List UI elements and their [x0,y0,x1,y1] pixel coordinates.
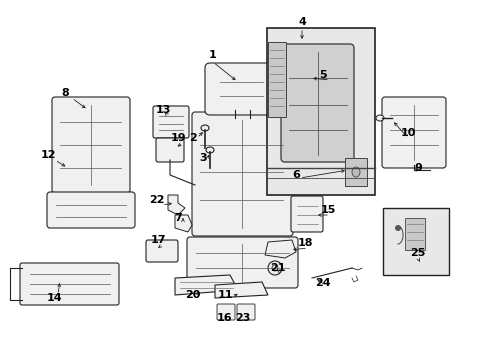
Bar [404,218,424,250]
FancyBboxPatch shape [204,63,274,115]
Text: 12: 12 [40,150,56,160]
Text: 3: 3 [199,153,206,163]
FancyBboxPatch shape [156,138,183,162]
FancyBboxPatch shape [47,192,135,228]
FancyBboxPatch shape [153,106,189,138]
Polygon shape [175,275,238,295]
Bar [267,42,285,117]
FancyBboxPatch shape [146,240,178,262]
Text: 21: 21 [270,263,285,273]
Text: 23: 23 [235,313,250,323]
Polygon shape [168,195,184,215]
Text: 11: 11 [217,290,232,300]
Circle shape [394,225,400,231]
Text: 2: 2 [189,133,197,143]
FancyBboxPatch shape [52,97,130,193]
Text: 24: 24 [315,278,330,288]
FancyBboxPatch shape [20,263,119,305]
Polygon shape [215,282,267,298]
Text: 22: 22 [149,195,164,205]
Text: 20: 20 [185,290,200,300]
Ellipse shape [375,115,383,121]
Polygon shape [175,215,192,232]
FancyBboxPatch shape [217,304,235,320]
Text: 25: 25 [409,248,425,258]
Text: 17: 17 [150,235,165,245]
Text: 13: 13 [155,105,170,115]
FancyBboxPatch shape [381,97,445,168]
Bar [266,28,374,195]
Text: 4: 4 [298,17,305,27]
Bar [345,158,366,186]
FancyBboxPatch shape [192,112,292,236]
FancyBboxPatch shape [290,196,323,232]
Ellipse shape [201,125,208,131]
Text: 5: 5 [319,70,326,80]
Polygon shape [264,240,295,258]
Text: 9: 9 [413,163,421,173]
Text: 19: 19 [170,133,185,143]
Text: 8: 8 [61,88,69,98]
Text: 7: 7 [174,213,182,223]
Text: 14: 14 [47,293,62,303]
Text: 16: 16 [217,313,232,323]
Bar [382,208,448,275]
FancyBboxPatch shape [237,304,254,320]
Text: 15: 15 [320,205,335,215]
Ellipse shape [351,167,359,177]
FancyBboxPatch shape [281,44,353,162]
Text: 18: 18 [297,238,312,248]
FancyBboxPatch shape [186,237,297,288]
Text: 10: 10 [400,128,415,138]
Text: 6: 6 [291,170,299,180]
Text: 1: 1 [209,50,217,60]
Ellipse shape [205,147,214,153]
